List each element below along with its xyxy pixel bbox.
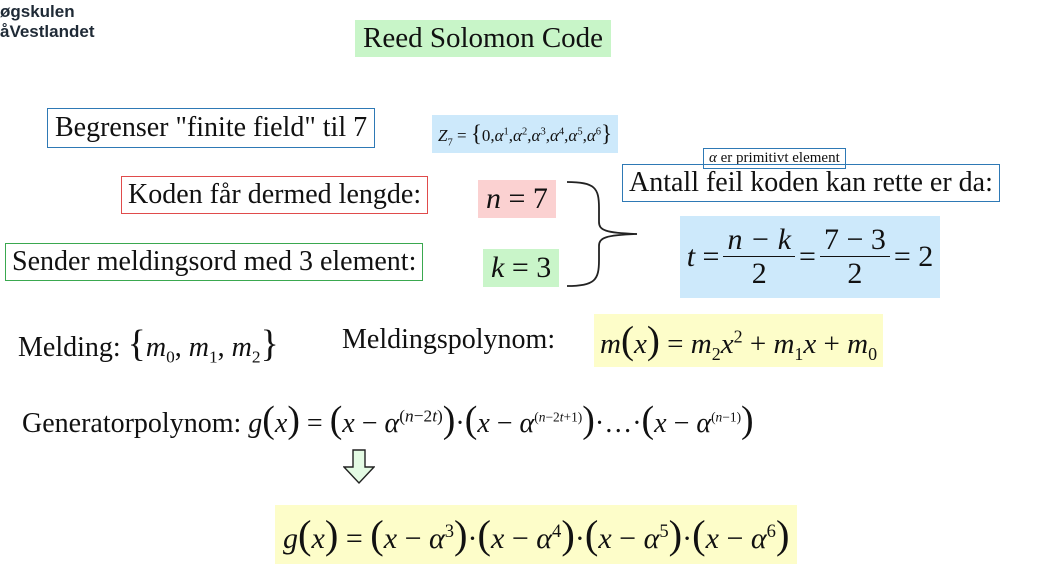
finite-field-box: Begrenser "finite field" til 7 bbox=[47, 108, 376, 148]
generator-polynomial-expanded: g(x) = (x − α3)·(x − α4)·(x − α5)·(x − α… bbox=[275, 505, 798, 564]
polynomial-label: Meldingspolynom: bbox=[342, 324, 556, 355]
fraction-symbolic: n − k 2 bbox=[723, 223, 796, 292]
institution-logo: øgskulen åVestlandet bbox=[0, 2, 95, 42]
field-set-equals: = bbox=[452, 126, 471, 145]
field-set: Z7 = {0,α1,α2,α3,α4,α5,α6} bbox=[432, 115, 619, 153]
alpha-symbol: α bbox=[709, 150, 717, 166]
k-variable: k bbox=[491, 251, 505, 284]
down-arrow-icon bbox=[343, 449, 375, 485]
error-capacity-box: Antall feil koden kan rette er da: bbox=[622, 164, 1000, 202]
field-set-symbol: Z bbox=[438, 126, 448, 145]
n-equals: = bbox=[501, 182, 533, 215]
k-equals: = bbox=[504, 251, 537, 284]
fraction-numeric-denominator: 2 bbox=[847, 256, 863, 290]
logo-line-1: øgskulen bbox=[0, 2, 75, 21]
t-result: 2 bbox=[918, 240, 934, 273]
k-value: 3 bbox=[536, 251, 552, 284]
n-value: 7 bbox=[532, 182, 548, 215]
fraction-symbolic-numerator: n − k bbox=[723, 223, 796, 257]
slide-title: Reed Solomon Code bbox=[355, 20, 612, 57]
message-label: Melding: bbox=[18, 332, 121, 363]
right-brace-icon bbox=[566, 181, 638, 287]
fraction-symbolic-denominator: 2 bbox=[751, 256, 767, 290]
message-word-box: Sender meldingsord med 3 element: bbox=[5, 243, 424, 281]
error-capacity-formula: t = n − k 2 = 7 − 3 2 = 2 bbox=[680, 216, 940, 298]
primitive-element-box: α er primitivt element bbox=[703, 148, 846, 169]
fraction-numeric: 7 − 3 2 bbox=[819, 223, 890, 292]
code-length-box: Koden får dermed lengde: bbox=[121, 176, 429, 214]
n-variable: n bbox=[486, 182, 501, 215]
code-length-equation: n = 7 bbox=[478, 180, 556, 218]
field-set-subscript: 7 bbox=[447, 137, 453, 149]
fraction-numeric-numerator: 7 − 3 bbox=[819, 223, 890, 257]
generator-line: Generatorpolynom: g(x) = (x − α(n−2t))·(… bbox=[22, 399, 754, 441]
primitive-element-text: er primitivt element bbox=[720, 150, 840, 166]
t-variable: t bbox=[686, 240, 696, 273]
generator-label: Generatorpolynom: bbox=[22, 408, 242, 439]
message-line: Melding: {m0, m1, m2} bbox=[18, 323, 279, 367]
message-polynomial: m(x) = m2x2 + m1x + m0 bbox=[594, 314, 884, 367]
message-length-equation: k = 3 bbox=[483, 249, 560, 287]
logo-line-2: åVestlandet bbox=[0, 22, 95, 41]
